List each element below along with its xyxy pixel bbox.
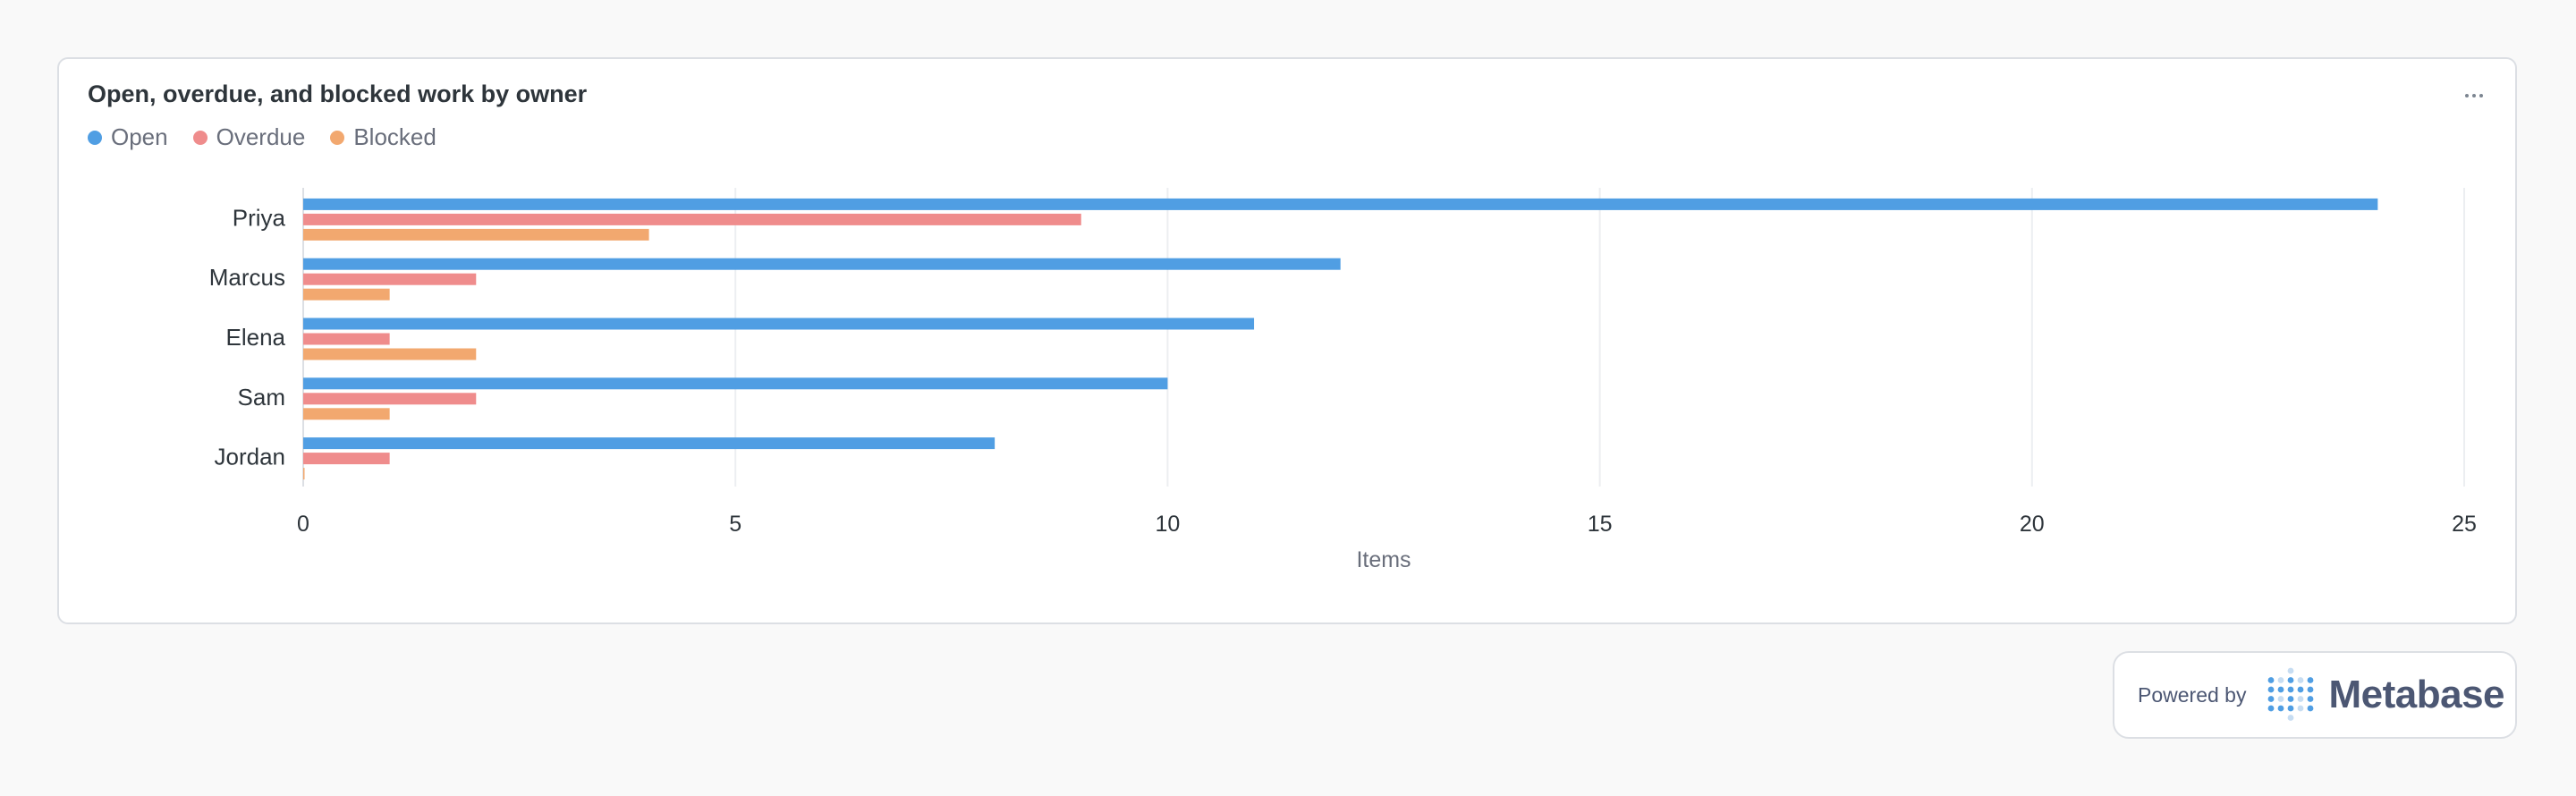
y-category-label: Priya xyxy=(233,204,286,231)
bar-blocked-marcus[interactable] xyxy=(303,288,390,301)
bar-overdue-sam[interactable] xyxy=(303,393,477,405)
logo-dot xyxy=(2308,696,2314,702)
x-tick-label: 20 xyxy=(2020,512,2045,537)
y-category-label: Jordan xyxy=(215,444,286,470)
legend-label: Overdue xyxy=(216,123,306,150)
logo-dot xyxy=(2308,686,2314,693)
x-tick-label: 25 xyxy=(2452,512,2477,537)
powered-by-label: Powered by xyxy=(2138,682,2247,707)
logo-dot xyxy=(2268,686,2275,693)
legend-item-open[interactable]: Open xyxy=(88,123,168,151)
logo-dot xyxy=(2298,677,2304,683)
bar-chart: 0 5 10 15 20 25 Items Priya Marcus Elena Sam Jordan xyxy=(209,188,2477,572)
logo-dot xyxy=(2278,705,2284,712)
logo-dot xyxy=(2288,677,2294,683)
bar-overdue-marcus[interactable] xyxy=(303,273,477,285)
bar-overdue-jordan[interactable] xyxy=(303,453,390,465)
logo-dot xyxy=(2298,705,2304,712)
bar-open-jordan[interactable] xyxy=(303,437,996,450)
logo-dot xyxy=(2278,696,2284,702)
chart-title: Open, overdue, and blocked work by owner xyxy=(88,80,588,107)
logo-dot xyxy=(2298,686,2304,693)
ellipsis-icon xyxy=(2472,94,2476,97)
x-tick-label: 5 xyxy=(729,512,741,537)
y-category-label: Elena xyxy=(226,324,286,351)
y-category-label: Marcus xyxy=(209,264,285,291)
logo-dot xyxy=(2308,705,2314,712)
powered-by-badge[interactable]: Powered by Metabase xyxy=(2113,651,2517,739)
bar-overdue-priya[interactable] xyxy=(303,213,1081,225)
logo-dot xyxy=(2288,667,2294,674)
bar-blocked-jordan[interactable] xyxy=(303,468,305,480)
logo-dot xyxy=(2298,696,2304,702)
ellipsis-icon xyxy=(2479,94,2483,97)
card-menu-button[interactable] xyxy=(2456,82,2492,109)
legend-item-blocked[interactable]: Blocked xyxy=(330,123,436,151)
logo-dot xyxy=(2288,696,2294,702)
bar-open-sam[interactable] xyxy=(303,377,1168,390)
logo-dot xyxy=(2278,686,2284,693)
logo-dot xyxy=(2268,705,2275,712)
bar-blocked-priya[interactable] xyxy=(303,228,649,241)
bar-open-elena[interactable] xyxy=(303,318,1255,330)
bar-open-marcus[interactable] xyxy=(303,258,1341,270)
bar-open-priya[interactable] xyxy=(303,198,2378,210)
logo-dot xyxy=(2288,686,2294,693)
legend-item-overdue[interactable]: Overdue xyxy=(192,123,306,151)
chart-card: Open, overdue, and blocked work by owner… xyxy=(57,57,2517,624)
x-tick-label: 10 xyxy=(1155,512,1180,537)
y-category-label: Sam xyxy=(238,384,285,411)
legend-swatch xyxy=(330,130,345,145)
chart-legend: Open Overdue Blocked xyxy=(88,123,436,151)
legend-swatch xyxy=(192,130,208,145)
logo-dot xyxy=(2278,677,2284,683)
logo-dot xyxy=(2268,677,2275,683)
logo-dot xyxy=(2288,715,2294,721)
bar-blocked-sam[interactable] xyxy=(303,408,390,420)
ellipsis-icon xyxy=(2465,94,2469,97)
legend-label: Blocked xyxy=(353,123,436,150)
legend-label: Open xyxy=(111,123,168,150)
x-tick-label: 0 xyxy=(297,512,309,537)
bar-blocked-elena[interactable] xyxy=(303,348,477,360)
logo-dot xyxy=(2268,696,2275,702)
x-axis-title: Items xyxy=(1356,547,1411,572)
legend-swatch xyxy=(88,130,102,145)
metabase-wordmark: Metabase xyxy=(2328,673,2505,716)
x-tick-label: 15 xyxy=(1588,512,1613,537)
logo-dot xyxy=(2288,705,2294,712)
bar-overdue-elena[interactable] xyxy=(303,333,390,345)
logo-dot xyxy=(2308,677,2314,683)
metabase-logo-icon xyxy=(2268,667,2314,721)
